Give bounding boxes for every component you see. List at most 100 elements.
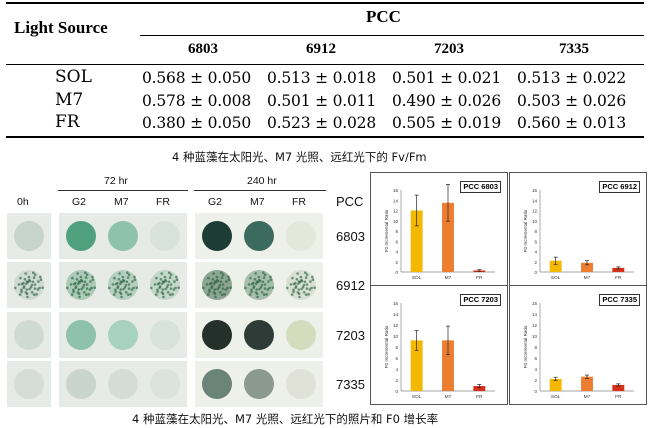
- table-cell: 0.578 ± 0.008: [142, 92, 251, 110]
- culture-well-photo: [237, 361, 281, 407]
- bar-m7: [442, 202, 454, 272]
- culture-well-photo: [279, 262, 323, 308]
- y-tick-label: 16: [532, 188, 538, 193]
- light-source-header: Light Source: [14, 18, 108, 37]
- table-cell: 0.505 ± 0.019: [392, 114, 501, 132]
- y-tick-label: 16: [532, 301, 538, 306]
- y-tick-label: 12: [532, 209, 538, 214]
- y-tick-label: 10: [532, 219, 538, 224]
- table-top-rule: [6, 2, 644, 4]
- x-tick-label: SOL: [412, 394, 422, 400]
- bar-m7: [581, 262, 593, 272]
- y-tick-label: 12: [393, 209, 399, 214]
- culture-well-photo: [59, 361, 103, 407]
- strain-label-7335: 7335: [336, 377, 365, 392]
- culture-well-photo: [143, 213, 187, 259]
- y-tick-label: 10: [393, 334, 399, 339]
- row-label-sol: SOL: [55, 67, 92, 87]
- y-tick-label: 4: [534, 250, 537, 255]
- culture-well-photo: [7, 262, 51, 308]
- y-tick-label: 4: [395, 250, 398, 255]
- bar-chart-panel: 0 2 4 6 8 10 12 14 16 F0 Incremental Ratio SOL M7 FR…: [370, 285, 508, 405]
- culture-well-photo: [237, 213, 281, 259]
- culture-well-photo: [101, 361, 145, 407]
- photo-column-label-1: G2: [72, 196, 87, 208]
- culture-well-photo: [143, 361, 187, 407]
- pcc-header: PCC: [366, 7, 401, 26]
- photo-column-label-0: 0h: [17, 196, 29, 208]
- y-tick-label: 12: [393, 323, 399, 328]
- table-cell: 0.568 ± 0.050: [142, 69, 251, 87]
- y-tick-label: 8: [395, 229, 398, 234]
- y-tick-label: 12: [532, 323, 538, 328]
- y-tick-label: 6: [395, 356, 398, 361]
- y-tick-label: 16: [393, 188, 399, 193]
- bar-m7: [442, 340, 454, 391]
- column-header-7335: 7335: [559, 41, 589, 57]
- x-tick-label: M7: [445, 394, 452, 400]
- photo-column-label-2: M7: [114, 196, 129, 208]
- culture-well-photo: [59, 213, 103, 259]
- x-tick-label: M7: [445, 275, 452, 281]
- y-tick-label: 14: [532, 312, 538, 317]
- bar-sol: [410, 210, 423, 272]
- y-tick-label: 6: [395, 239, 398, 244]
- y-axis-label: F0 Incremental Ratio: [523, 325, 528, 368]
- table-header-rule: [6, 64, 644, 65]
- table-cell: 0.490 ± 0.026: [392, 92, 501, 110]
- culture-well-photo: [101, 312, 145, 358]
- time-label-240hr: 240 hr: [247, 175, 277, 187]
- chart-title: PCC 7203: [460, 294, 501, 306]
- bar-chart-panel: 0 2 4 6 8 10 12 14 16 F0 Incremental Ratio SOL M7 FR…: [370, 172, 508, 286]
- culture-well-photo: [279, 213, 323, 259]
- time-label-72hr: 72 hr: [104, 175, 128, 187]
- photo-column-label-5: M7: [250, 196, 265, 208]
- photo-column-label-3: FR: [156, 196, 170, 208]
- figure-caption-photos: 4 种蓝藻在太阳光、M7 光照、远红光下的照片和 F0 增长率: [132, 412, 439, 426]
- fvfm-table: Light Source PCC 6803 6912 7203 7335 SOL…: [6, 0, 644, 138]
- culture-well-photo: [237, 262, 281, 308]
- y-tick-label: 8: [395, 345, 398, 350]
- y-tick-label: 2: [534, 260, 537, 265]
- bracket-240hr: [194, 190, 326, 191]
- table-cell: 0.513 ± 0.022: [517, 69, 626, 87]
- bar-fr: [612, 267, 625, 272]
- culture-well-photo: [195, 361, 239, 407]
- x-tick-label: FR: [476, 275, 483, 281]
- chart-title: PCC 6912: [599, 181, 640, 193]
- culture-well-photo: [195, 213, 239, 259]
- row-label-m7: M7: [55, 90, 84, 110]
- y-tick-label: 8: [534, 345, 537, 350]
- bar-sol: [549, 378, 562, 391]
- culture-well-photo: [195, 262, 239, 308]
- photo-column-label-4: G2: [208, 196, 223, 208]
- x-tick-label: SOL: [551, 394, 561, 400]
- table-cell: 0.501 ± 0.011: [267, 92, 376, 110]
- column-header-6912: 6912: [306, 41, 336, 57]
- bar-chart-panel: 0 2 4 6 8 10 12 14 16 F0 Incremental Ratio SOL M7 FR…: [509, 285, 647, 405]
- culture-well-photo: [59, 312, 103, 358]
- pcc-header-rule: [140, 35, 644, 36]
- y-tick-label: 14: [393, 312, 399, 317]
- culture-well-photo: [7, 361, 51, 407]
- x-tick-label: FR: [615, 394, 622, 400]
- photo-column-label-6: FR: [292, 196, 306, 208]
- x-tick-label: SOL: [551, 275, 561, 281]
- bracket-72hr: [58, 190, 188, 191]
- table-cell: 0.380 ± 0.050: [142, 114, 251, 132]
- y-axis-label: F0 Incremental Ratio: [523, 209, 528, 252]
- y-tick-label: 16: [393, 301, 399, 306]
- bar-m7: [581, 376, 593, 391]
- x-tick-label: M7: [584, 275, 591, 281]
- y-tick-label: 6: [534, 356, 537, 361]
- y-axis-label: F0 Incremental Ratio: [384, 209, 389, 252]
- x-tick-label: SOL: [412, 275, 422, 281]
- y-tick-label: 2: [395, 378, 398, 383]
- table-cell: 0.513 ± 0.018: [267, 69, 376, 87]
- row-label-fr: FR: [55, 112, 80, 132]
- chart-title: PCC 7335: [599, 294, 640, 306]
- figure-caption-fvfm: 4 种蓝藻在太阳光、M7 光照、远红光下的 Fv/Fm: [172, 150, 427, 164]
- bar-fr: [473, 386, 486, 391]
- y-tick-label: 4: [534, 367, 537, 372]
- bar-sol: [549, 260, 562, 272]
